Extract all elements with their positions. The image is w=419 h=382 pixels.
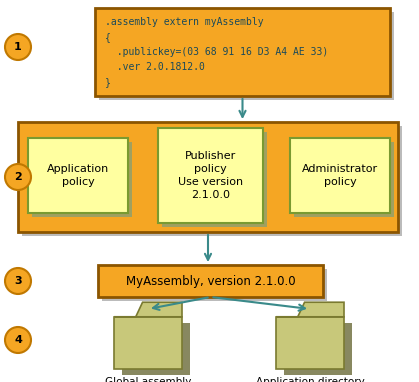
Bar <box>158 128 263 223</box>
Bar <box>32 142 132 217</box>
Polygon shape <box>122 323 190 375</box>
Text: Application
policy: Application policy <box>47 164 109 187</box>
Text: MyAssembly, version 2.1.0.0: MyAssembly, version 2.1.0.0 <box>126 275 295 288</box>
Text: 4: 4 <box>14 335 22 345</box>
Bar <box>162 132 267 227</box>
Text: 3: 3 <box>14 276 22 286</box>
Polygon shape <box>276 302 344 317</box>
Polygon shape <box>114 302 182 317</box>
Bar <box>290 138 390 213</box>
Text: 2: 2 <box>14 172 22 182</box>
Bar <box>98 265 323 297</box>
Bar <box>102 269 327 301</box>
Bar <box>22 126 402 236</box>
Polygon shape <box>276 317 344 369</box>
Bar <box>294 142 394 217</box>
Bar <box>18 122 398 232</box>
Text: Publisher
policy
Use version
2.1.0.0: Publisher policy Use version 2.1.0.0 <box>178 151 243 200</box>
Circle shape <box>5 164 31 190</box>
Bar <box>99 12 394 100</box>
Bar <box>95 8 390 96</box>
Bar <box>28 138 128 213</box>
Circle shape <box>5 34 31 60</box>
Text: .assembly extern myAssembly
{
  .publickey=(03 68 91 16 D3 A4 AE 33)
  .ver 2.0.: .assembly extern myAssembly { .publickey… <box>105 16 328 87</box>
Text: Application directory
and subdirectories: Application directory and subdirectories <box>256 377 365 382</box>
Circle shape <box>5 268 31 294</box>
Text: 1: 1 <box>14 42 22 52</box>
Circle shape <box>5 327 31 353</box>
Text: Administrator
policy: Administrator policy <box>302 164 378 187</box>
Text: Global assembly
cache: Global assembly cache <box>105 377 191 382</box>
Polygon shape <box>284 323 352 375</box>
Polygon shape <box>114 317 182 369</box>
